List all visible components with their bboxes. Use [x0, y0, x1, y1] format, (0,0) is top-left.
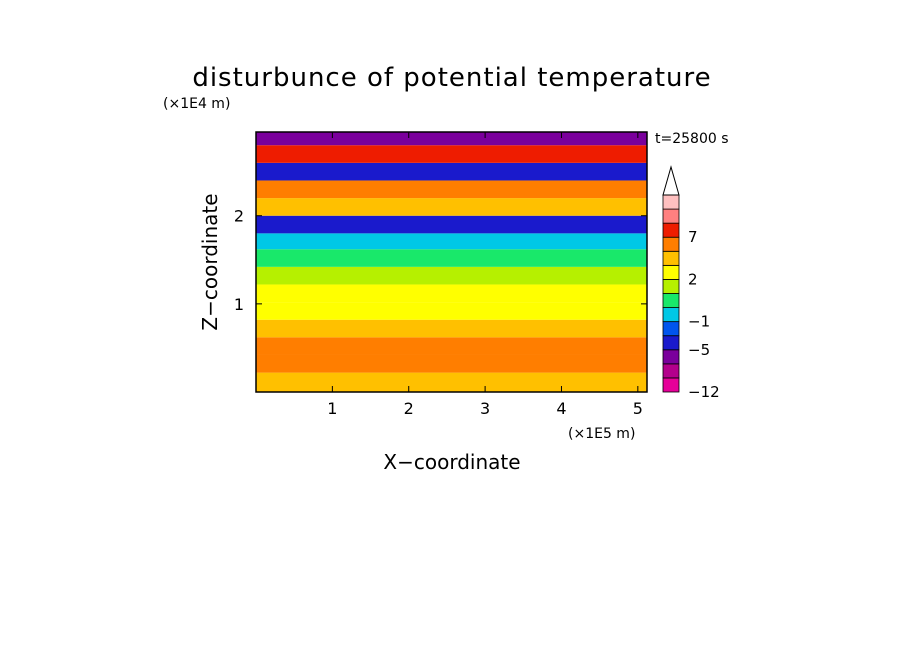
- heatmap-band: [256, 233, 647, 250]
- heatmap-band: [256, 215, 647, 234]
- heatmap-band: [256, 249, 647, 267]
- colorbar-swatch: [662, 208, 680, 224]
- colorbar-tick-label: −1: [688, 313, 710, 331]
- colorbar-swatch: [662, 377, 680, 393]
- colorbar: −12−5−127: [662, 165, 720, 401]
- time-label: t=25800 s: [655, 131, 729, 147]
- heatmap-band: [256, 372, 647, 392]
- colorbar-swatch: [662, 321, 680, 337]
- heatmap-band: [256, 180, 647, 199]
- heatmap-band: [256, 132, 647, 146]
- colorbar-swatch: [662, 349, 680, 365]
- colorbar-swatch: [662, 335, 680, 351]
- x-tick-label: 5: [633, 399, 643, 418]
- y-scale-label: (×1E4 m): [163, 96, 230, 112]
- heatmap-band: [256, 198, 647, 216]
- heatmap-band: [256, 302, 647, 320]
- heatmap-band: [256, 337, 647, 355]
- heatmap-band: [256, 354, 647, 373]
- colorbar-tick-label: −5: [688, 341, 710, 359]
- heatmap-band: [256, 319, 647, 338]
- y-tick-label: 1: [234, 295, 244, 314]
- x-tick-label: 2: [404, 399, 414, 418]
- heatmap-band: [256, 162, 647, 181]
- x-tick-label: 4: [556, 399, 566, 418]
- colorbar-swatch: [662, 236, 680, 252]
- x-axis-label: X−coordinate: [383, 450, 520, 474]
- x-axis: 1 2 3 4 5: [327, 132, 643, 418]
- colorbar-tick-label: −12: [688, 383, 720, 401]
- heatmap-band: [256, 266, 647, 285]
- colorbar-swatch: [662, 293, 680, 308]
- y-tick-label: 2: [234, 207, 244, 226]
- colorbar-swatch: [662, 194, 680, 210]
- plot-frame: [255, 131, 648, 393]
- x-tick-label: 1: [327, 399, 337, 418]
- colorbar-swatch: [662, 307, 680, 323]
- colorbar-swatch: [662, 363, 680, 379]
- chart-title: disturbunce of potential temperature: [192, 63, 711, 93]
- plot-area: [256, 132, 647, 392]
- colorbar-tick-label: 7: [688, 228, 698, 246]
- x-scale-label: (×1E5 m): [568, 426, 635, 442]
- heatmap-band: [256, 145, 647, 163]
- y-axis-label: Z−coordinate: [198, 193, 222, 330]
- heatmap-band: [256, 284, 647, 303]
- colorbar-swatch: [662, 279, 680, 294]
- colorbar-swatch: [662, 250, 680, 266]
- x-tick-label: 3: [480, 399, 490, 418]
- colorbar-tick-label: 2: [688, 270, 698, 288]
- colorbar-swatch: [662, 264, 680, 280]
- colorbar-extend-arrow: [662, 165, 680, 196]
- colorbar-swatch: [662, 222, 680, 238]
- y-axis: 12: [234, 207, 647, 314]
